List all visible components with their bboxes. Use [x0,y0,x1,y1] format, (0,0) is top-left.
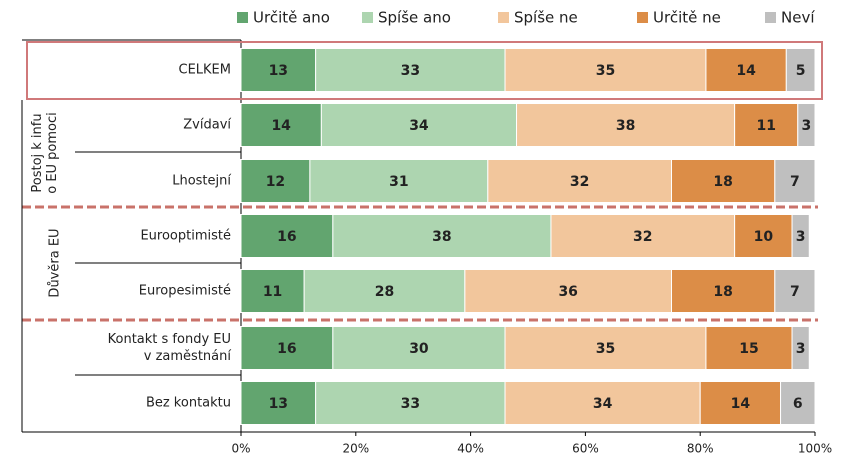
legend-swatch [765,12,776,23]
value-label: 11 [263,284,282,300]
value-label: 7 [790,284,800,300]
category-label: Zvídaví [183,117,231,133]
bar-segment [240,103,322,147]
legend-label: Neví [781,9,815,27]
bar-segment [550,214,736,258]
category-label: Lhostejní [172,173,231,189]
bar-segment [240,159,311,203]
bar-segment [774,269,816,313]
value-label: 14 [731,396,751,412]
value-label: 13 [269,396,288,412]
value-label: 36 [558,284,577,300]
value-label: 16 [277,341,296,357]
category-label: Eurooptimisté [140,228,231,244]
legend-swatch [237,12,248,23]
value-label: 14 [736,63,756,79]
bar-segment [734,103,799,147]
value-label: 33 [401,63,420,79]
bar-segment [797,103,816,147]
category-label: Kontakt s fondy EU v zaměstnání [107,332,231,364]
bar-segment [785,48,816,92]
value-label: 6 [793,396,803,412]
bar-segment [240,269,305,313]
value-label: 3 [802,118,812,134]
legend-label: Určitě ne [653,9,721,27]
x-tick-label: 40% [457,442,484,456]
bar-segment [791,214,810,258]
value-label: 35 [596,63,615,79]
value-label: 16 [277,229,296,245]
value-label: 28 [375,284,394,300]
group-label: Postoj k infu o EU pomoci [30,112,60,194]
value-label: 38 [432,229,451,245]
value-label: 15 [739,341,758,357]
bar-segment [240,381,317,425]
bar-segment [240,326,334,370]
value-label: 34 [409,118,429,134]
bar-segment [780,381,816,425]
value-label: 11 [756,118,775,134]
highlight-box [26,41,823,100]
bar-segment [791,326,810,370]
legend-label: Určitě ano [253,9,330,27]
bar-segment [516,103,736,147]
value-label: 10 [754,229,774,245]
value-label: 5 [796,63,806,79]
value-label: 3 [796,341,806,357]
value-label: 32 [570,174,589,190]
x-tick-label: 20% [342,442,369,456]
legend-swatch [637,12,648,23]
bar-segment [671,159,776,203]
value-label: 38 [616,118,635,134]
bar-segment [705,48,787,92]
x-tick-label: 60% [572,442,599,456]
value-label: 33 [401,396,420,412]
bar-segment [504,381,701,425]
x-tick-label: 80% [687,442,714,456]
bar-segment [464,269,672,313]
group-label: Důvěra EU [47,228,63,298]
value-label: 34 [593,396,613,412]
bar-segment [487,159,672,203]
value-label: 32 [633,229,652,245]
value-label: 18 [713,174,732,190]
value-label: 31 [389,174,408,190]
legend-swatch [498,12,509,23]
x-tick-label: 100% [798,442,832,456]
category-label: Bez kontaktu [145,395,231,411]
legend-label: Spíše ne [514,9,578,27]
bar-segment [504,326,707,370]
value-label: 12 [266,174,285,190]
value-label: 13 [269,63,288,79]
value-label: 30 [409,341,429,357]
value-label: 18 [713,284,732,300]
bar-segment [671,269,776,313]
category-label: CELKEM [178,62,232,78]
x-tick-label: 0% [231,442,250,456]
legend-label: Spíše ano [378,9,451,27]
bar-segment [315,381,506,425]
bar-segment [320,103,518,147]
bar-segment [705,326,793,370]
value-label: 7 [790,174,800,190]
bar-segment [774,159,816,203]
bar-segment [734,214,793,258]
bar-segment [240,48,317,92]
bar-segment [332,326,506,370]
value-label: 3 [796,229,806,245]
value-label: 35 [596,341,615,357]
legend-swatch [362,12,373,23]
bar-segment [315,48,506,92]
category-label: Europesimisté [138,283,231,299]
value-label: 14 [271,118,291,134]
